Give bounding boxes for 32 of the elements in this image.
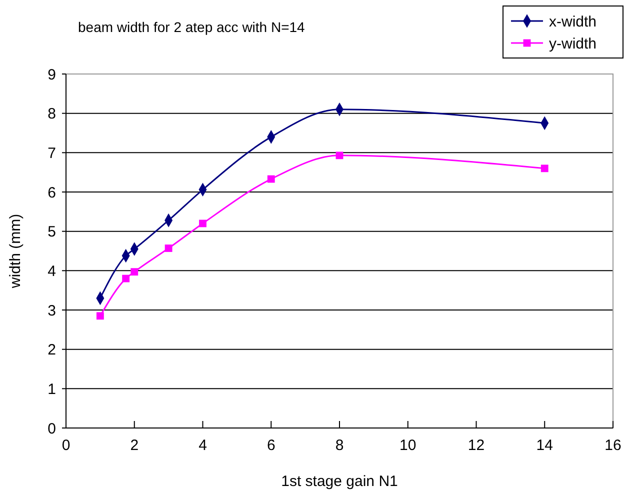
point	[96, 312, 104, 320]
y-tick-label: 9	[48, 66, 56, 84]
point	[164, 244, 172, 252]
point	[540, 164, 548, 172]
x-tick-label: 8	[335, 437, 344, 454]
legend-label: y-width	[549, 35, 597, 52]
x-tick-label: 14	[536, 437, 553, 454]
y-tick-label: 0	[48, 420, 56, 438]
legend-label: x-width	[549, 13, 597, 30]
point	[122, 274, 130, 282]
point	[199, 220, 206, 228]
y-tick-label: 5	[48, 224, 56, 241]
x-tick-label: 0	[62, 437, 70, 454]
chart-title: beam width for 2 atep acc with N=14	[78, 19, 306, 35]
x-tick-label: 12	[468, 437, 485, 454]
y-tick-label: 1	[48, 380, 56, 398]
x-tick-label: 10	[400, 437, 416, 454]
point	[130, 268, 138, 276]
point	[267, 175, 275, 183]
x-axis-title: 1st stage gain N1	[281, 473, 398, 490]
x-tick-label: 16	[604, 437, 622, 454]
point	[336, 152, 344, 160]
y-tick-label: 2	[48, 342, 56, 359]
y-tick-label: 3	[48, 302, 56, 320]
y-tick-label: 8	[48, 106, 56, 123]
y-axis-title: width (mm)	[7, 214, 24, 290]
y-tick-label: 6	[48, 184, 56, 202]
y-tick-label: 7	[48, 144, 56, 162]
x-tick-label: 4	[198, 437, 207, 454]
x-tick-label: 6	[266, 437, 276, 454]
x-tick-label: 2	[130, 437, 139, 454]
y-tick-label: 4	[48, 262, 56, 280]
